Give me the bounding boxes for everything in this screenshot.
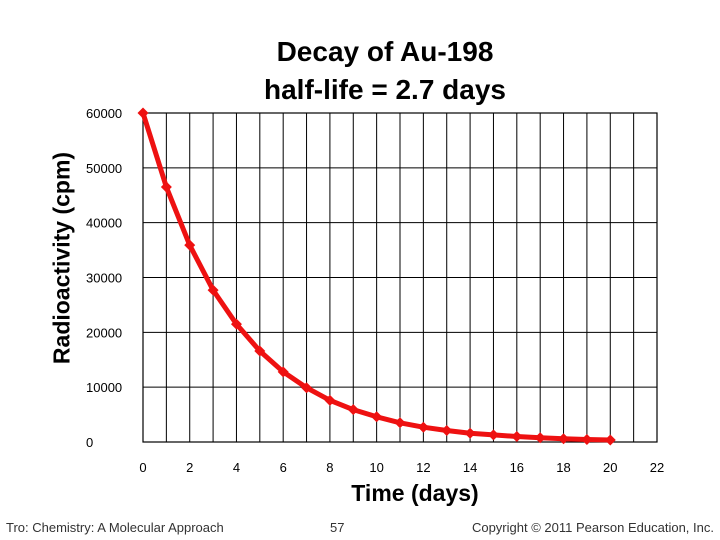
data-point-marker [184,239,196,251]
x-tick-label: 22 [650,460,664,475]
x-tick-label: 12 [416,460,430,475]
data-point-marker [534,432,546,444]
y-tick-label: 50000 [86,161,122,176]
x-tick-label: 20 [603,460,617,475]
data-point-marker [347,404,359,416]
data-point-marker [254,345,266,357]
chart-title: Decay of Au-198 [276,36,494,67]
data-point-marker [137,107,149,119]
page-number: 57 [330,520,345,535]
data-point-marker [230,318,242,330]
x-tick-label: 8 [326,460,333,475]
data-point-marker [464,427,476,439]
data-point-marker [301,382,313,394]
data-point-marker [604,434,616,446]
chart-subtitle: half-life = 2.7 days [264,74,506,105]
y-tick-label: 0 [86,435,93,450]
data-point-marker [511,431,523,443]
data-point-marker [417,421,429,433]
y-tick-label: 40000 [86,216,122,231]
data-point-marker [160,181,172,193]
x-axis-label: Time (days) [351,480,479,506]
data-point-marker [277,366,289,378]
data-point-marker [558,433,570,445]
data-point-marker [371,411,383,423]
data-point-marker [441,424,453,436]
x-tick-label: 14 [463,460,477,475]
footer-book-title: Tro: Chemistry: A Molecular Approach [6,520,224,535]
x-tick-label: 4 [233,460,240,475]
data-point-marker [394,417,406,429]
x-tick-label: 0 [139,460,146,475]
y-tick-label: 30000 [86,271,122,286]
x-tick-label: 6 [280,460,287,475]
y-tick-label: 10000 [86,380,122,395]
y-tick-label: 20000 [86,325,122,340]
x-tick-label: 18 [556,460,570,475]
data-point-marker [487,429,499,441]
x-tick-label: 10 [369,460,383,475]
data-point-marker [207,284,219,296]
data-point-marker [324,394,336,406]
y-tick-label: 60000 [86,106,122,121]
x-tick-label: 16 [510,460,524,475]
footer-copyright: Copyright © 2011 Pearson Education, Inc. [471,520,714,535]
data-point-marker [581,433,593,445]
x-tick-label: 2 [186,460,193,475]
